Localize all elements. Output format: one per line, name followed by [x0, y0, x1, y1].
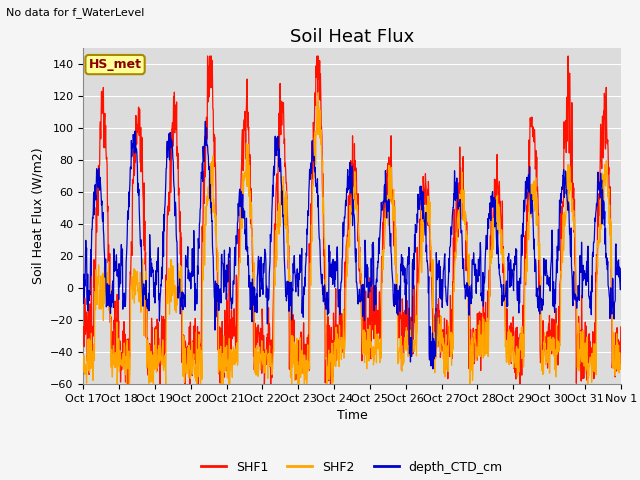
- Legend: SHF1, SHF2, depth_CTD_cm: SHF1, SHF2, depth_CTD_cm: [196, 456, 508, 479]
- X-axis label: Time: Time: [337, 409, 367, 422]
- Title: Soil Heat Flux: Soil Heat Flux: [290, 28, 414, 47]
- Y-axis label: Soil Heat Flux (W/m2): Soil Heat Flux (W/m2): [31, 148, 44, 284]
- Text: HS_met: HS_met: [88, 58, 141, 71]
- Text: No data for f_WaterLevel: No data for f_WaterLevel: [6, 7, 145, 18]
